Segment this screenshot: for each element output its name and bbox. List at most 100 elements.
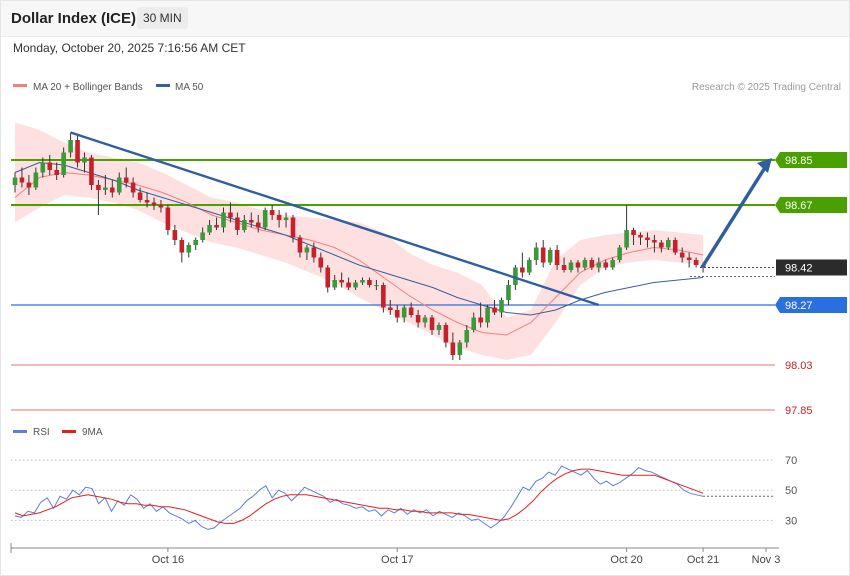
candle-body [26,182,32,188]
candle-body [214,225,219,228]
candle-body [686,257,692,260]
candle-body [123,177,129,183]
candle-body [200,232,205,240]
bollinger-band [15,122,704,360]
candle-body [679,252,685,258]
candle-body [568,262,574,270]
candle-body [603,262,609,268]
candle-body [527,260,532,273]
candle-body [388,307,393,310]
x-tick-label: Oct 17 [381,554,413,566]
candle-body [478,317,483,323]
legend-ma20-label: MA 20 + Bollinger Bands [33,82,143,93]
candle-body [54,170,59,175]
candle-body [374,285,379,287]
candle-body [582,260,588,268]
candle-body [186,245,192,253]
candle-body [540,247,546,263]
candle-body [645,237,650,240]
candle-body [575,262,581,268]
candle-body [533,247,539,260]
candle-body [221,212,226,228]
candle-body [624,230,629,248]
candle-body [19,177,25,183]
candle-body [339,280,344,283]
candle-body [554,250,560,265]
candle-body [464,330,470,343]
last-price-tag [776,259,847,276]
candle-body [130,182,136,193]
rsi-line [14,465,704,530]
candle-body [262,210,268,228]
pivot-tag [775,297,847,313]
ma20-line [14,171,704,336]
candle-body [666,240,671,248]
candle-body [589,260,595,268]
candle-body [394,310,400,318]
resistance-tag-label: 98.67 [785,200,813,212]
candle-body [269,210,275,215]
rsi-tick-label: 30 [785,515,797,527]
candle-body [297,237,303,253]
candle-body [193,240,198,245]
forecast-arrow-head [757,158,772,173]
candle-body [659,242,664,248]
candle-body [228,212,233,218]
last-price-label: 98.42 [785,263,813,275]
candle-body [249,220,254,223]
candle-body [318,257,324,268]
candle-body [116,177,122,193]
candle-body [89,157,94,185]
candle-body [652,240,657,243]
candle-body [492,307,497,313]
x-tick-label: Nov 3 [752,554,781,566]
legend-9ma-label: 9MA [82,427,103,438]
x-tick-label: Oct 21 [687,554,719,566]
candle-body [276,215,282,220]
candle-body [638,235,643,238]
candle-body [520,267,525,273]
candle-body [325,267,331,288]
candle-body [68,140,73,153]
x-tick-label: Oct 20 [610,554,642,566]
candle-body [450,342,456,355]
candle-body [242,220,247,230]
candle-body [311,247,317,258]
legend-ma50-swatch [156,84,170,87]
x-tick-label: Oct 16 [152,554,184,566]
candle-body [61,152,66,175]
candle-body [408,307,414,315]
candle-body [360,280,365,283]
candle-body [429,317,435,330]
ma50-line [14,161,704,316]
downtrend-line[interactable] [70,131,600,307]
candle-body [485,307,490,323]
candle-body [137,192,143,200]
chart-datetime: Monday, October 20, 2025 7:16:56 AM CET [13,41,246,55]
candle-body [499,300,504,313]
candle-body [631,230,636,235]
resistance-tag [775,152,847,168]
candle-body [110,187,115,193]
rsi-tick-label: 50 [785,485,797,497]
candle-body [172,230,178,240]
candle-body [457,342,463,355]
candle-body [207,225,212,233]
resistance-tag-label: 98.85 [785,155,813,167]
legend-9ma-swatch [62,430,76,433]
resistance-tag [775,197,847,213]
forecast-arrow[interactable] [700,165,768,269]
candle-body [415,315,421,323]
candle-body [513,267,518,285]
candle-body [12,177,18,185]
candle-body [144,200,150,203]
candle-body [165,207,171,230]
candle-body [506,285,511,300]
candle-body [561,265,567,270]
candle-body [103,187,108,190]
candle-body [33,172,39,188]
candle-body [436,325,442,330]
candles-group [12,132,706,360]
timeframe-selector[interactable]: 30 MIN [137,7,188,29]
copyright-credit: Research © 2025 Trading Central [692,82,841,93]
